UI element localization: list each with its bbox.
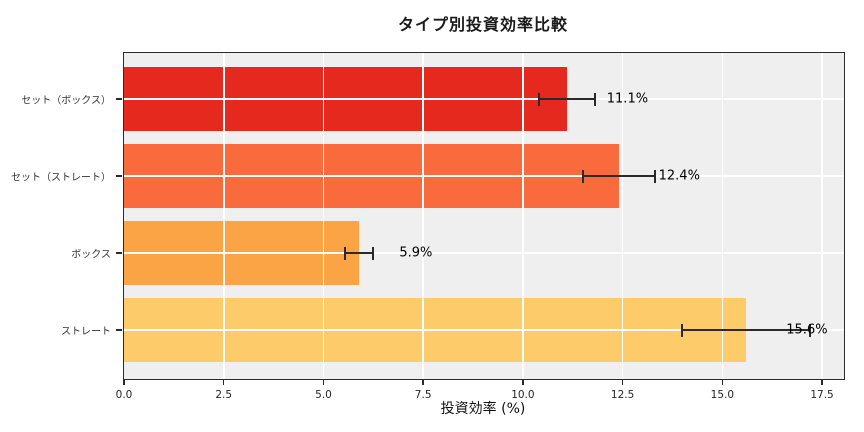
gridline-horizontal	[124, 175, 844, 177]
gridline-horizontal	[124, 252, 844, 254]
errorbar-cap-right	[809, 323, 812, 337]
gridline-horizontal	[124, 329, 844, 331]
gridline-vertical	[621, 53, 624, 379]
x-tick-mark	[422, 379, 424, 385]
x-tick-label: 12.5	[610, 389, 635, 401]
x-tick-mark	[721, 379, 724, 385]
x-tick-mark	[322, 379, 325, 385]
errorbar-cap-right	[653, 169, 656, 183]
gridline-vertical	[322, 53, 325, 379]
gridline-horizontal	[124, 98, 844, 100]
x-tick-label: 2.5	[215, 389, 233, 401]
bar-value-label: 5.9%	[399, 245, 433, 261]
chart-title: タイプ別投資効率比較	[397, 15, 568, 34]
x-tick-label: 17.5	[810, 389, 834, 401]
errorbar-line	[345, 252, 374, 254]
y-tick-mark	[116, 98, 122, 100]
gridline-vertical	[522, 53, 524, 379]
errorbar-line	[538, 98, 595, 100]
y-tick-label: セット（ボックス）	[21, 95, 111, 107]
gridline-vertical	[222, 53, 225, 379]
errorbar-cap-left	[581, 169, 584, 183]
y-tick-mark	[116, 329, 122, 331]
bar-value-label: 12.4%	[658, 168, 700, 184]
bar-value-label: 11.1%	[606, 91, 649, 107]
x-tick-label: 7.5	[414, 389, 432, 401]
x-tick-label: 15.0	[710, 389, 735, 401]
x-tick-label: 10.0	[511, 389, 535, 401]
errorbar-line	[582, 175, 655, 177]
x-axis-label: 投資効率 (%)	[440, 401, 526, 417]
x-tick-label: 5.0	[315, 389, 332, 401]
bar-value-label: 15.6%	[786, 322, 828, 338]
y-tick-mark	[116, 175, 122, 177]
errorbar-line	[682, 329, 811, 331]
x-tick-mark	[522, 379, 524, 385]
errorbar-cap-left	[344, 246, 347, 260]
x-tick-label: 0.0	[115, 389, 133, 401]
x-tick-mark	[621, 379, 624, 385]
errorbar-cap-right	[372, 246, 375, 260]
gridline-vertical	[821, 53, 823, 379]
y-tick-label: セット（ストレート）	[11, 172, 111, 184]
y-tick-mark	[116, 252, 122, 254]
gridline-vertical	[721, 53, 724, 379]
errorbar-cap-right	[593, 92, 596, 106]
gridline-vertical	[422, 53, 424, 379]
x-tick-mark	[123, 379, 125, 385]
y-tick-label: ボックス	[71, 249, 111, 261]
errorbar-cap-left	[681, 323, 684, 337]
x-tick-mark	[222, 379, 225, 385]
y-tick-label: ストレート	[61, 326, 111, 338]
x-tick-mark	[821, 379, 823, 385]
plot-area: 11.1% 12.4% 5.9% 15.6% セット（ボックス） セット（ストレート） ボッ…	[11, 52, 845, 401]
errorbar-cap-left	[537, 92, 540, 106]
